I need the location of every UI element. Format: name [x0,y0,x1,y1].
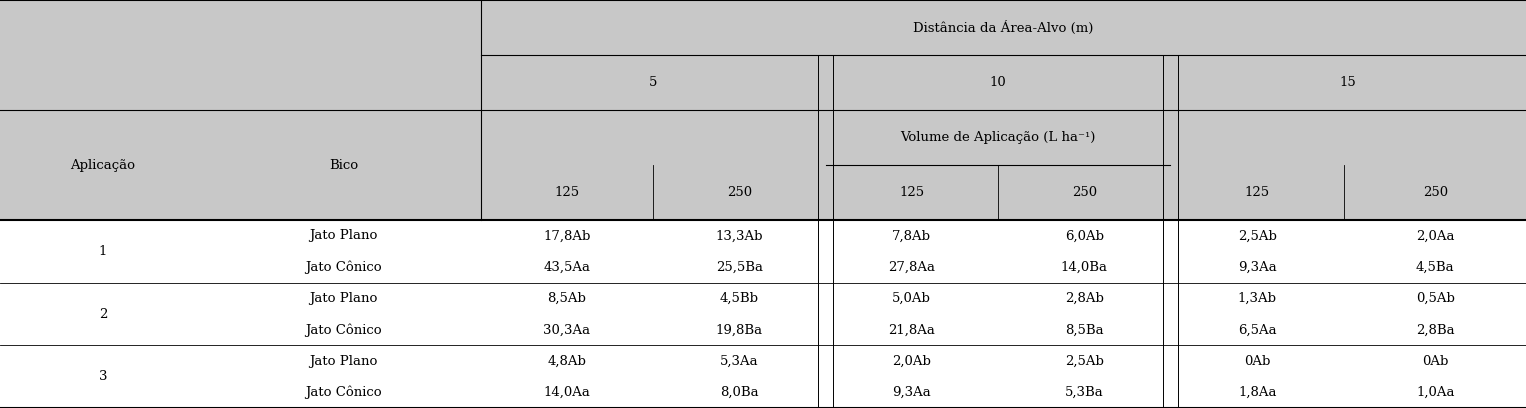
Text: 125: 125 [899,186,925,199]
Text: Volume de Aplicação (L ha⁻¹): Volume de Aplicação (L ha⁻¹) [900,131,1096,144]
Text: 15: 15 [1340,76,1357,89]
Bar [0,0,1526,220]
Text: 43,5Aa: 43,5Aa [543,261,591,274]
Text: 6,5Aa: 6,5Aa [1238,323,1277,336]
Bar [0,220,1526,408]
Text: 2,8Ab: 2,8Ab [1065,292,1103,305]
Text: 2,8Ba: 2,8Ba [1416,323,1454,336]
Text: Jato Plano: Jato Plano [310,229,377,242]
Text: 0Ab: 0Ab [1422,355,1448,368]
Text: 5: 5 [649,76,658,89]
Text: 2,5Ab: 2,5Ab [1065,355,1103,368]
Text: 8,0Ba: 8,0Ba [720,386,758,399]
Text: 5,3Ba: 5,3Ba [1065,386,1103,399]
Text: 125: 125 [1245,186,1270,199]
Text: 2,0Ab: 2,0Ab [893,355,931,368]
Text: 14,0Ba: 14,0Ba [1061,261,1108,274]
Text: 25,5Ba: 25,5Ba [716,261,763,274]
Text: 0Ab: 0Ab [1244,355,1271,368]
Text: 4,5Ba: 4,5Ba [1416,261,1454,274]
Text: 8,5Ba: 8,5Ba [1065,323,1103,336]
Text: Aplicação: Aplicação [70,159,136,172]
Text: Jato Cônico: Jato Cônico [305,386,382,399]
Text: 4,8Ab: 4,8Ab [548,355,586,368]
Text: 9,3Aa: 9,3Aa [1238,261,1277,274]
Text: 14,0Aa: 14,0Aa [543,386,591,399]
Text: 5,3Aa: 5,3Aa [720,355,758,368]
Text: 1,0Aa: 1,0Aa [1416,386,1454,399]
Text: 1: 1 [99,245,107,258]
Text: 250: 250 [726,186,752,199]
Text: 27,8Aa: 27,8Aa [888,261,935,274]
Text: Jato Plano: Jato Plano [310,292,377,305]
Text: 125: 125 [554,186,580,199]
Text: 250: 250 [1071,186,1097,199]
Text: 6,0Ab: 6,0Ab [1065,229,1103,242]
Text: 30,3Aa: 30,3Aa [543,323,591,336]
Text: 2,0Aa: 2,0Aa [1416,229,1454,242]
Text: 5,0Ab: 5,0Ab [893,292,931,305]
Text: 7,8Ab: 7,8Ab [893,229,931,242]
Text: 17,8Ab: 17,8Ab [543,229,591,242]
Text: 10: 10 [990,76,1006,89]
Text: 1,3Ab: 1,3Ab [1238,292,1277,305]
Text: Jato Cônico: Jato Cônico [305,323,382,337]
Text: 9,3Aa: 9,3Aa [893,386,931,399]
Text: Distância da Área-Alvo (m): Distância da Área-Alvo (m) [913,20,1094,35]
Text: 13,3Ab: 13,3Ab [716,229,763,242]
Text: 250: 250 [1422,186,1448,199]
Text: 1,8Aa: 1,8Aa [1238,386,1277,399]
Text: Bico: Bico [328,159,359,172]
Text: Jato Plano: Jato Plano [310,355,377,368]
Text: 8,5Ab: 8,5Ab [548,292,586,305]
Text: 19,8Ba: 19,8Ba [716,323,763,336]
Text: 3: 3 [99,370,107,383]
Text: Jato Cônico: Jato Cônico [305,260,382,274]
Text: 4,5Bb: 4,5Bb [720,292,758,305]
Text: 2,5Ab: 2,5Ab [1238,229,1277,242]
Text: 21,8Aa: 21,8Aa [888,323,935,336]
Text: 2: 2 [99,308,107,321]
Text: 0,5Ab: 0,5Ab [1416,292,1454,305]
